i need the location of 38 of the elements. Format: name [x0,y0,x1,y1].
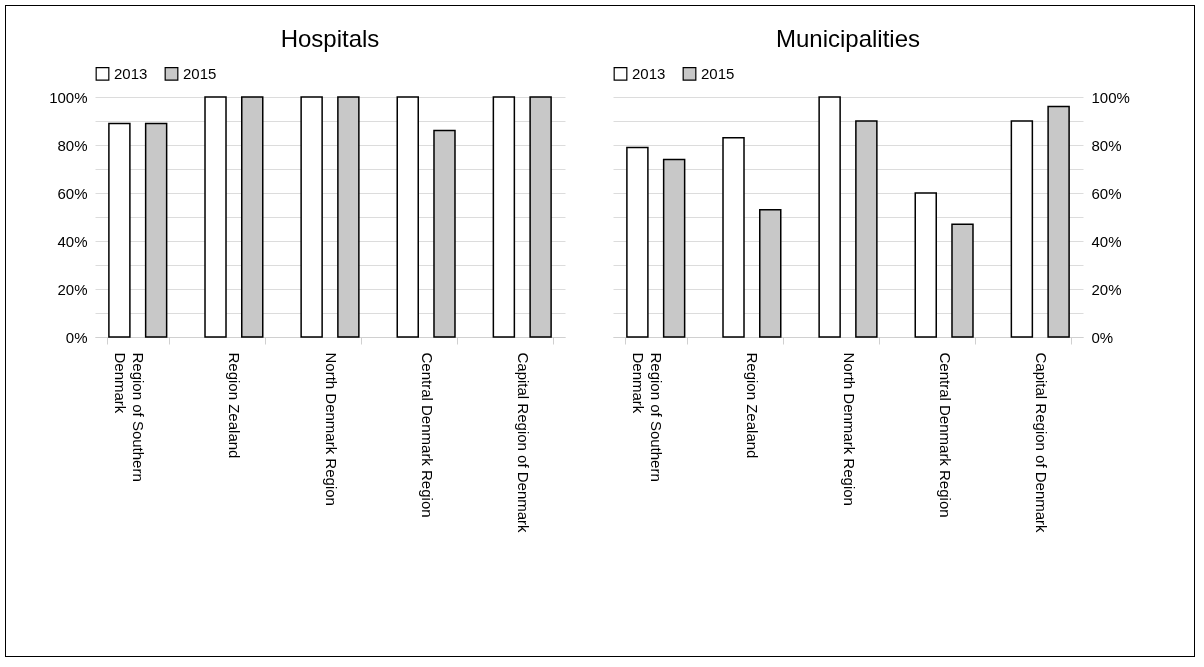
legend-label: 2015 [183,64,217,82]
y-tick-label: 100% [49,88,88,106]
y-tick-label: 0% [65,328,88,346]
y-tick-label: 40% [57,232,88,250]
x-tick-label: Capital Region of Denmark [514,352,532,534]
y-tick-label: 60% [57,184,88,202]
y2-tick-label: 40% [1091,232,1122,250]
bar [914,192,937,338]
bar [108,122,131,338]
chart-title: Hospitals [280,25,380,52]
legend-label: 2015 [701,64,735,82]
x-tick-label: North Denmark Region [840,352,858,506]
x-tick-label: Central Denmark Region [418,352,436,518]
x-tick-label: Region Zealand [226,352,244,459]
bar [396,96,419,338]
y-tick-label: 80% [57,136,88,154]
y2-tick-label: 0% [1091,328,1114,346]
bar [626,146,649,338]
bar [722,137,745,338]
bar [492,96,516,338]
bar [300,96,323,338]
legend-label: 2013 [114,64,148,82]
y2-tick-label: 20% [1091,280,1122,298]
y2-tick-label: 60% [1091,184,1122,202]
bar [1010,120,1034,338]
x-tick-label: North Denmark Region [322,352,340,506]
y2-tick-label: 80% [1091,136,1122,154]
x-tick-label: Region of Southern Denmark [112,352,148,482]
x-tick-label: Region of Southern Denmark [630,352,666,482]
x-tick-label: Capital Region of Denmark [1032,352,1050,534]
y2-tick-label: 100% [1091,88,1130,106]
chart-title: Municipalities [775,25,921,52]
bar [204,96,227,338]
legend-label: 2013 [632,64,666,82]
x-tick-label: Central Denmark Region [936,352,954,518]
bar [818,96,841,338]
y-tick-label: 20% [57,280,88,298]
x-tick-label: Region Zealand [744,352,762,459]
